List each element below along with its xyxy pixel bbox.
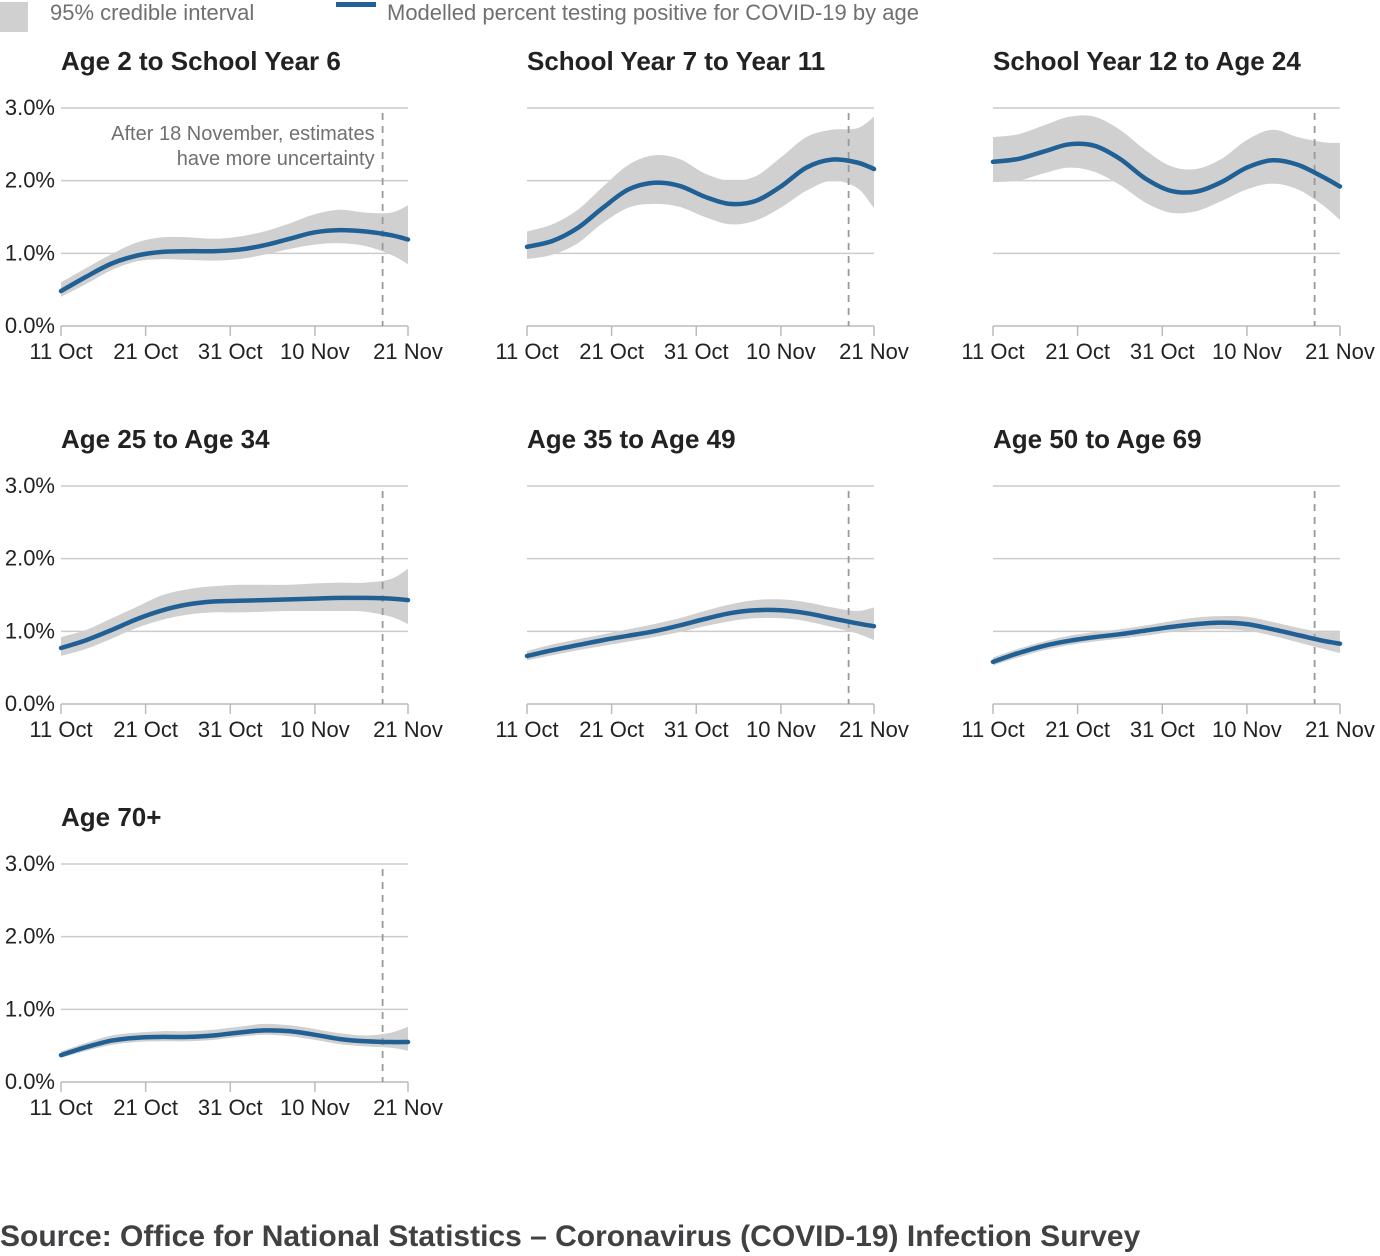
panel-2: School Year 7 to Year 11 11 Oct 21 Oct 31 O…	[495, 46, 908, 364]
x-tick-label: 31 Oct	[198, 717, 263, 742]
y-tick-label: 0.0%	[5, 691, 55, 716]
y-tick-label: 1.0%	[5, 240, 55, 265]
x-tick-label: 11 Oct	[29, 339, 92, 364]
legend-line-swatch	[336, 2, 376, 7]
y-tick-label: 3.0%	[5, 851, 55, 876]
panel-4: Age 25 to Age 34 0.0% 1.0% 2.0% 3.0% 11 Oct 21…	[5, 424, 443, 742]
y-tick-label: 0.0%	[5, 1069, 55, 1094]
x-tick-label: 31 Oct	[1130, 339, 1195, 364]
x-tick-label: 11 Oct	[29, 1095, 92, 1120]
y-tick-label: 0.0%	[5, 313, 55, 338]
x-tick-label: 31 Oct	[198, 339, 263, 364]
x-tick-label: 21 Nov	[1305, 339, 1375, 364]
x-tick-label: 21 Oct	[579, 339, 644, 364]
x-tick-label: 10 Nov	[1212, 717, 1282, 742]
y-tick-label: 2.0%	[5, 546, 55, 571]
x-tick-label: 11 Oct	[495, 339, 558, 364]
legend-band-label: 95% credible interval	[50, 0, 254, 25]
modelled-positivity-line	[58, 1028, 411, 1058]
x-tick-label: 11 Oct	[961, 339, 1024, 364]
credible-interval-band	[61, 568, 408, 656]
y-tick-label: 2.0%	[5, 924, 55, 949]
panel-title: School Year 12 to Age 24	[993, 46, 1301, 76]
x-tick-label: 21 Oct	[113, 339, 178, 364]
modelled-positivity-line	[990, 620, 1343, 665]
y-tick-label: 3.0%	[5, 473, 55, 498]
uncertainty-annotation: have more uncertainty	[177, 148, 375, 170]
modelled-positivity-line	[524, 157, 877, 250]
x-tick-label: 11 Oct	[29, 717, 92, 742]
x-tick-label: 10 Nov	[746, 339, 816, 364]
panel-1: Age 2 to School Year 6 0.0% 1.0% 2.0% 3.0% 11…	[5, 46, 443, 364]
credible-interval-band	[527, 116, 874, 260]
panel-title: Age 35 to Age 49	[527, 424, 736, 454]
y-tick-label: 1.0%	[5, 618, 55, 643]
panel-title: School Year 7 to Year 11	[527, 46, 825, 76]
uncertainty-annotation: After 18 November, estimates	[111, 123, 374, 145]
panel-6: Age 50 to Age 69 11 Oct 21 Oct 31 Oct 10 Nov…	[961, 424, 1374, 742]
x-tick-label: 21 Oct	[1045, 339, 1110, 364]
y-tick-label: 3.0%	[5, 95, 55, 120]
x-tick-label: 10 Nov	[280, 717, 350, 742]
legend-band-swatch	[0, 2, 28, 32]
modelled-positivity-line	[58, 595, 411, 651]
x-tick-label: 21 Nov	[373, 1095, 443, 1120]
x-tick-label: 21 Nov	[1305, 717, 1375, 742]
credible-interval-band	[993, 616, 1340, 666]
x-tick-label: 21 Oct	[113, 717, 178, 742]
credible-interval-band	[993, 115, 1340, 220]
x-tick-label: 31 Oct	[198, 1095, 263, 1120]
credible-interval-band	[61, 1023, 408, 1058]
x-tick-label: 21 Oct	[1045, 717, 1110, 742]
legend: 95% credible interval Modelled percent t…	[0, 0, 919, 32]
x-tick-label: 21 Oct	[579, 717, 644, 742]
x-tick-label: 21 Oct	[113, 1095, 178, 1120]
panel-3: School Year 12 to Age 24 11 Oct 21 Oct 31 O…	[961, 46, 1374, 364]
x-tick-label: 31 Oct	[1130, 717, 1195, 742]
x-tick-label: 10 Nov	[280, 1095, 350, 1120]
source-note: Source: Office for National Statistics –…	[0, 1220, 1141, 1253]
modelled-positivity-line	[524, 607, 877, 659]
x-tick-label: 10 Nov	[746, 717, 816, 742]
modelled-positivity-line	[58, 227, 411, 294]
panel-title: Age 2 to School Year 6	[61, 46, 341, 76]
credible-interval-band	[527, 599, 874, 661]
x-tick-label: 21 Nov	[839, 717, 909, 742]
panel-title: Age 50 to Age 69	[993, 424, 1202, 454]
x-tick-label: 31 Oct	[664, 717, 729, 742]
x-tick-label: 10 Nov	[1212, 339, 1282, 364]
x-tick-label: 10 Nov	[280, 339, 350, 364]
panel-5: Age 35 to Age 49 11 Oct 21 Oct 31 Oct 10 Nov…	[495, 424, 908, 742]
panel-title: Age 25 to Age 34	[61, 424, 270, 454]
x-tick-label: 31 Oct	[664, 339, 729, 364]
panel-title: Age 70+	[61, 802, 161, 832]
y-tick-label: 1.0%	[5, 996, 55, 1021]
x-tick-label: 21 Nov	[373, 717, 443, 742]
x-tick-label: 11 Oct	[961, 717, 1024, 742]
x-tick-label: 21 Nov	[839, 339, 909, 364]
x-tick-label: 11 Oct	[495, 717, 558, 742]
panel-7: Age 70+ 0.0% 1.0% 2.0% 3.0% 11 Oct 21 Oct 31 Oc…	[5, 802, 443, 1120]
y-tick-label: 2.0%	[5, 168, 55, 193]
panels: Age 2 to School Year 6 0.0% 1.0% 2.0% 3.0% 11…	[5, 46, 1375, 1120]
modelled-positivity-line	[990, 141, 1343, 195]
x-tick-label: 21 Nov	[373, 339, 443, 364]
legend-line-label: Modelled percent testing positive for CO…	[387, 0, 919, 25]
